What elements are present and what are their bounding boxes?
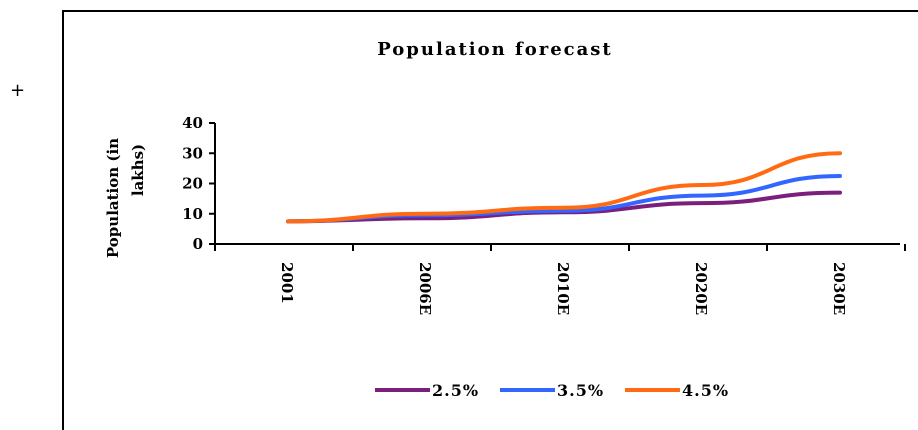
x-tick-label: 2001 [278,262,296,304]
legend-label: 4.5% [682,381,729,400]
x-tick-label: 2010E [554,262,572,315]
chart-frame [62,10,918,430]
y-axis-label-line-2: lakhs) [129,144,147,196]
y-ticks: 0 10 20 30 40 [182,114,215,253]
x-tick-label: 2020E [692,262,710,315]
y-tick-label: 10 [182,205,203,223]
series-lines [286,151,842,224]
y-tick-label: 30 [182,144,203,162]
x-ticks: 2001 2006E 2010E 2020E 2030E [214,244,906,315]
chart-title: Population forecast [377,39,613,60]
y-tick-label: 0 [193,235,203,253]
population-forecast-chart: Population forecast Population (in lakhs… [104,39,906,400]
plus-mark: + [10,80,26,101]
series-line [286,151,842,224]
legend-label: 3.5% [557,381,604,400]
y-tick-label: 40 [182,114,203,132]
x-tick-label: 2006E [416,262,434,315]
y-tick-label: 20 [182,175,203,193]
legend: 2.5% 3.5% 4.5% [375,381,729,400]
y-axis-label-line-1: Population (in [104,138,122,258]
x-tick-label: 2030E [830,262,848,315]
legend-label: 2.5% [432,381,479,400]
